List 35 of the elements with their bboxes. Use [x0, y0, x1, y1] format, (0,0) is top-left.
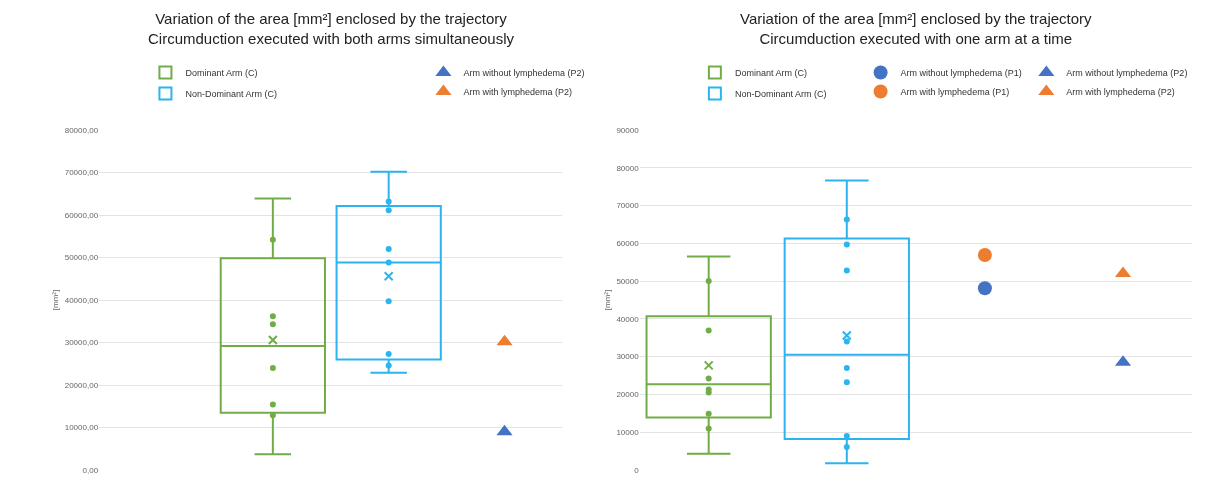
legend-label: Non-Dominant Arm (C) [734, 89, 827, 100]
y-tick-label: 80000 [616, 163, 640, 173]
y-tick-label: 60000 [616, 239, 640, 249]
y-tick-label: 50000,00 [64, 253, 99, 263]
y-tick-label: 80000,00 [64, 125, 99, 135]
chart-title: Variation of the area [mm²] enclosed by the trajectory Circumduction executed with one arm at a time [740, 10, 1093, 47]
y-tick-label: 0 [634, 465, 640, 475]
chart-title: Variation of the area [mm²] enclosed by the trajectory Circumduction executed with both arms simultaneously [148, 10, 515, 47]
legend-label: Dominant Arm (C) [185, 68, 258, 79]
y-tick-label: 0,00 [82, 465, 99, 475]
y-tick-label: 30000,00 [64, 338, 99, 348]
y-tick-label: 40000,00 [64, 295, 99, 305]
legend-label: Arm with lymphedema (P1) [900, 87, 1010, 98]
y-tick-label: 70000 [616, 201, 640, 211]
legend-label: Arm without lymphedema (P1) [900, 68, 1022, 79]
y-tick-label: 20000,00 [64, 380, 99, 390]
legend-label: Non-Dominant Arm (C) [185, 89, 277, 100]
legend-label: Arm without lymphedema (P2) [463, 68, 585, 79]
y-tick-label: 70000,00 [64, 168, 99, 178]
y-axis-title: [mm²] [51, 289, 61, 311]
y-tick-label: 10000 [616, 428, 640, 438]
y-tick-label: 40000 [616, 314, 640, 324]
legend-label: Arm with lymphedema (P2) [463, 87, 572, 98]
point [977, 281, 992, 296]
y-axis-title: [mm²] [603, 289, 613, 311]
y-tick-label: 20000 [616, 390, 640, 400]
y-tick-label: 50000 [616, 276, 640, 286]
y-tick-label: 90000 [616, 125, 640, 135]
legend-label: Arm with lymphedema (P2) [1066, 87, 1175, 98]
point [977, 248, 992, 263]
y-tick-label: 60000,00 [64, 210, 99, 220]
legend-label: Arm without lymphedema (P2) [1066, 68, 1188, 79]
legend-label: Dominant Arm (C) [734, 68, 807, 79]
y-tick-label: 30000 [616, 352, 640, 362]
y-tick-label: 10000,00 [64, 423, 99, 433]
